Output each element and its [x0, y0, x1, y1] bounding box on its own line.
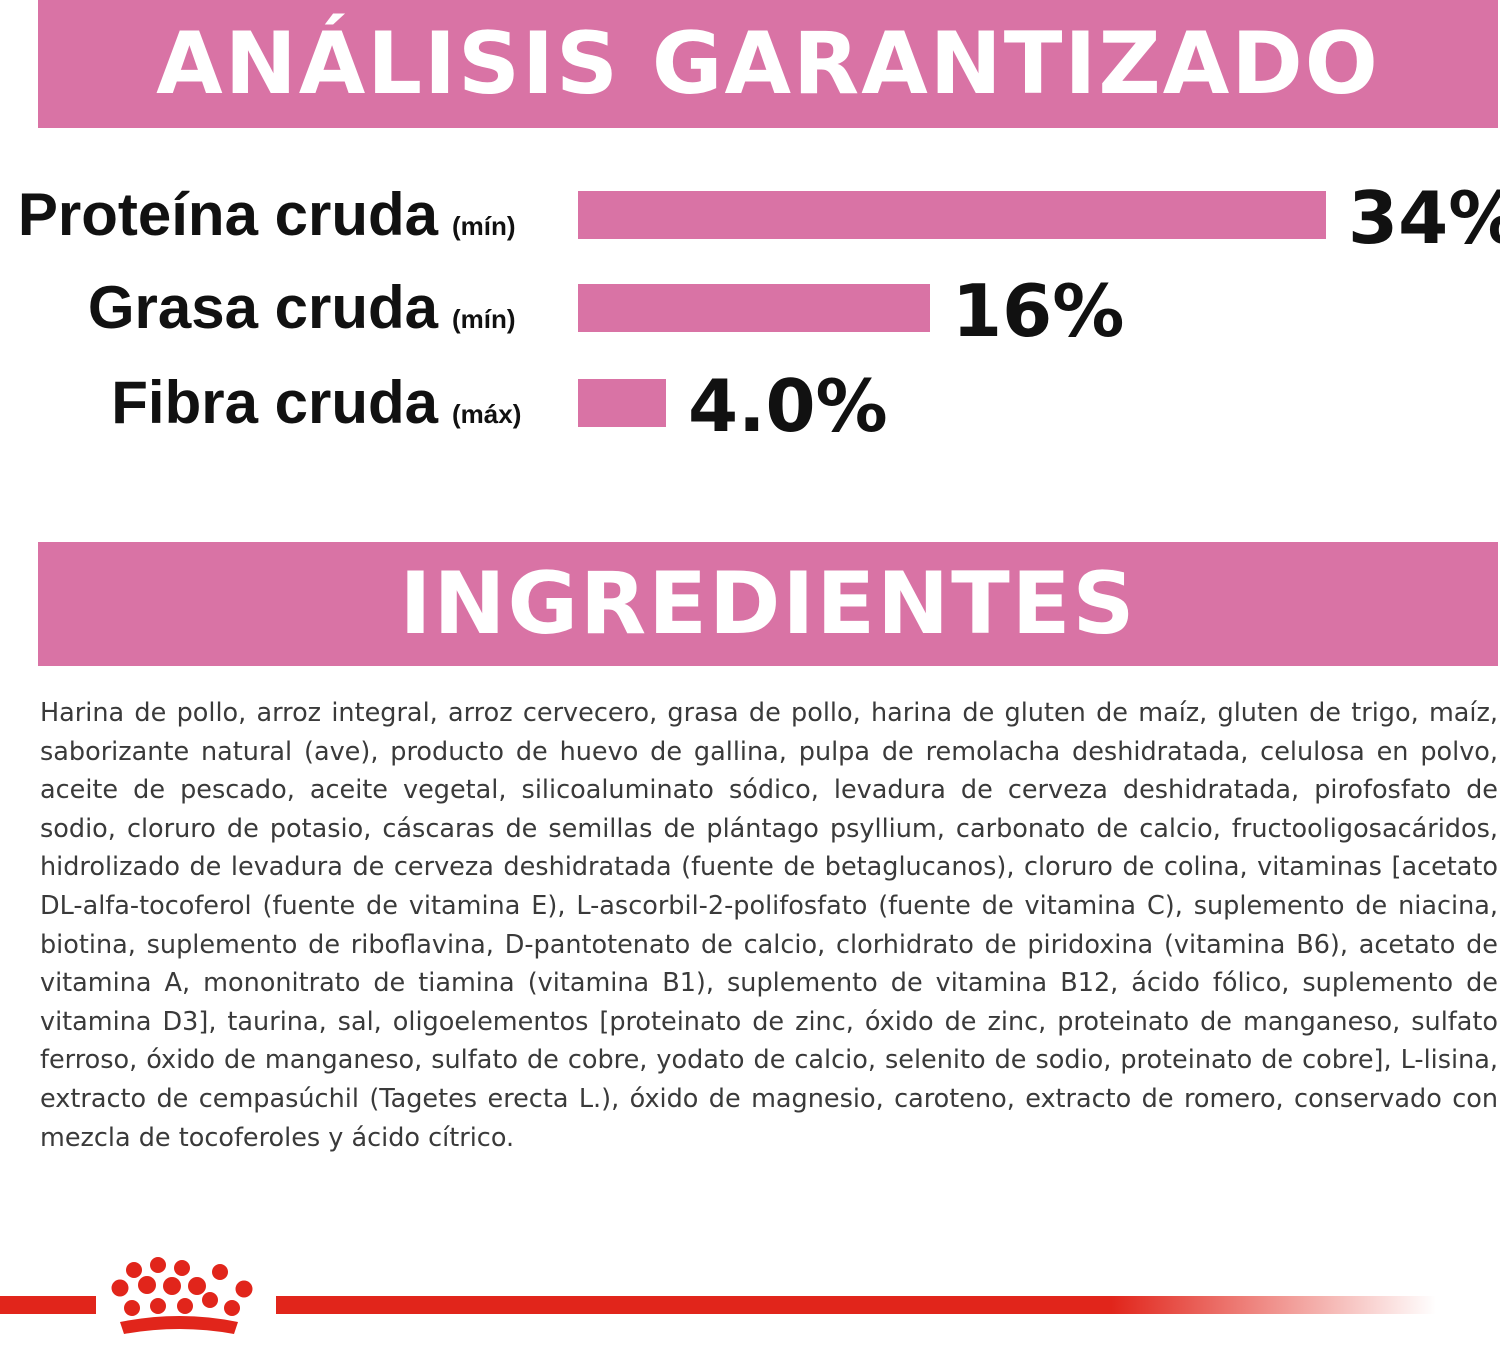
- category-label-3: Fibra cruda: [111, 369, 438, 436]
- footer-line-right: [276, 1296, 1436, 1314]
- bar-2: [578, 284, 930, 332]
- category-label-1: Proteína cruda: [18, 181, 439, 248]
- category-qualifier-2: (mín): [452, 304, 516, 334]
- value-label-1: 34%: [1348, 176, 1500, 260]
- ingredients-list: Harina de pollo, arroz integral, arroz c…: [40, 698, 1498, 1153]
- guaranteed-analysis-chart: Proteína cruda (mín) 34% Grasa cruda (mín) 16…: [18, 176, 1500, 448]
- analysis-header: ANÁLISIS GARANTIZADO: [38, 0, 1498, 128]
- royal-canin-crown-icon: [111, 1257, 253, 1334]
- ingredients-title: INGREDIENTES: [399, 554, 1137, 654]
- analysis-title: ANÁLISIS GARANTIZADO: [156, 14, 1380, 114]
- category-label-2: Grasa cruda: [88, 274, 439, 341]
- bar-1: [578, 191, 1326, 239]
- footer-line-left: [0, 1296, 96, 1314]
- ingredients-header: INGREDIENTES: [38, 542, 1498, 666]
- value-label-3: 4.0%: [688, 364, 888, 448]
- bar-3: [578, 379, 666, 427]
- category-qualifier-1: (mín): [452, 211, 516, 241]
- brand-footer: [0, 1257, 1436, 1334]
- category-qualifier-3: (máx): [452, 399, 521, 429]
- value-label-2: 16%: [952, 269, 1124, 353]
